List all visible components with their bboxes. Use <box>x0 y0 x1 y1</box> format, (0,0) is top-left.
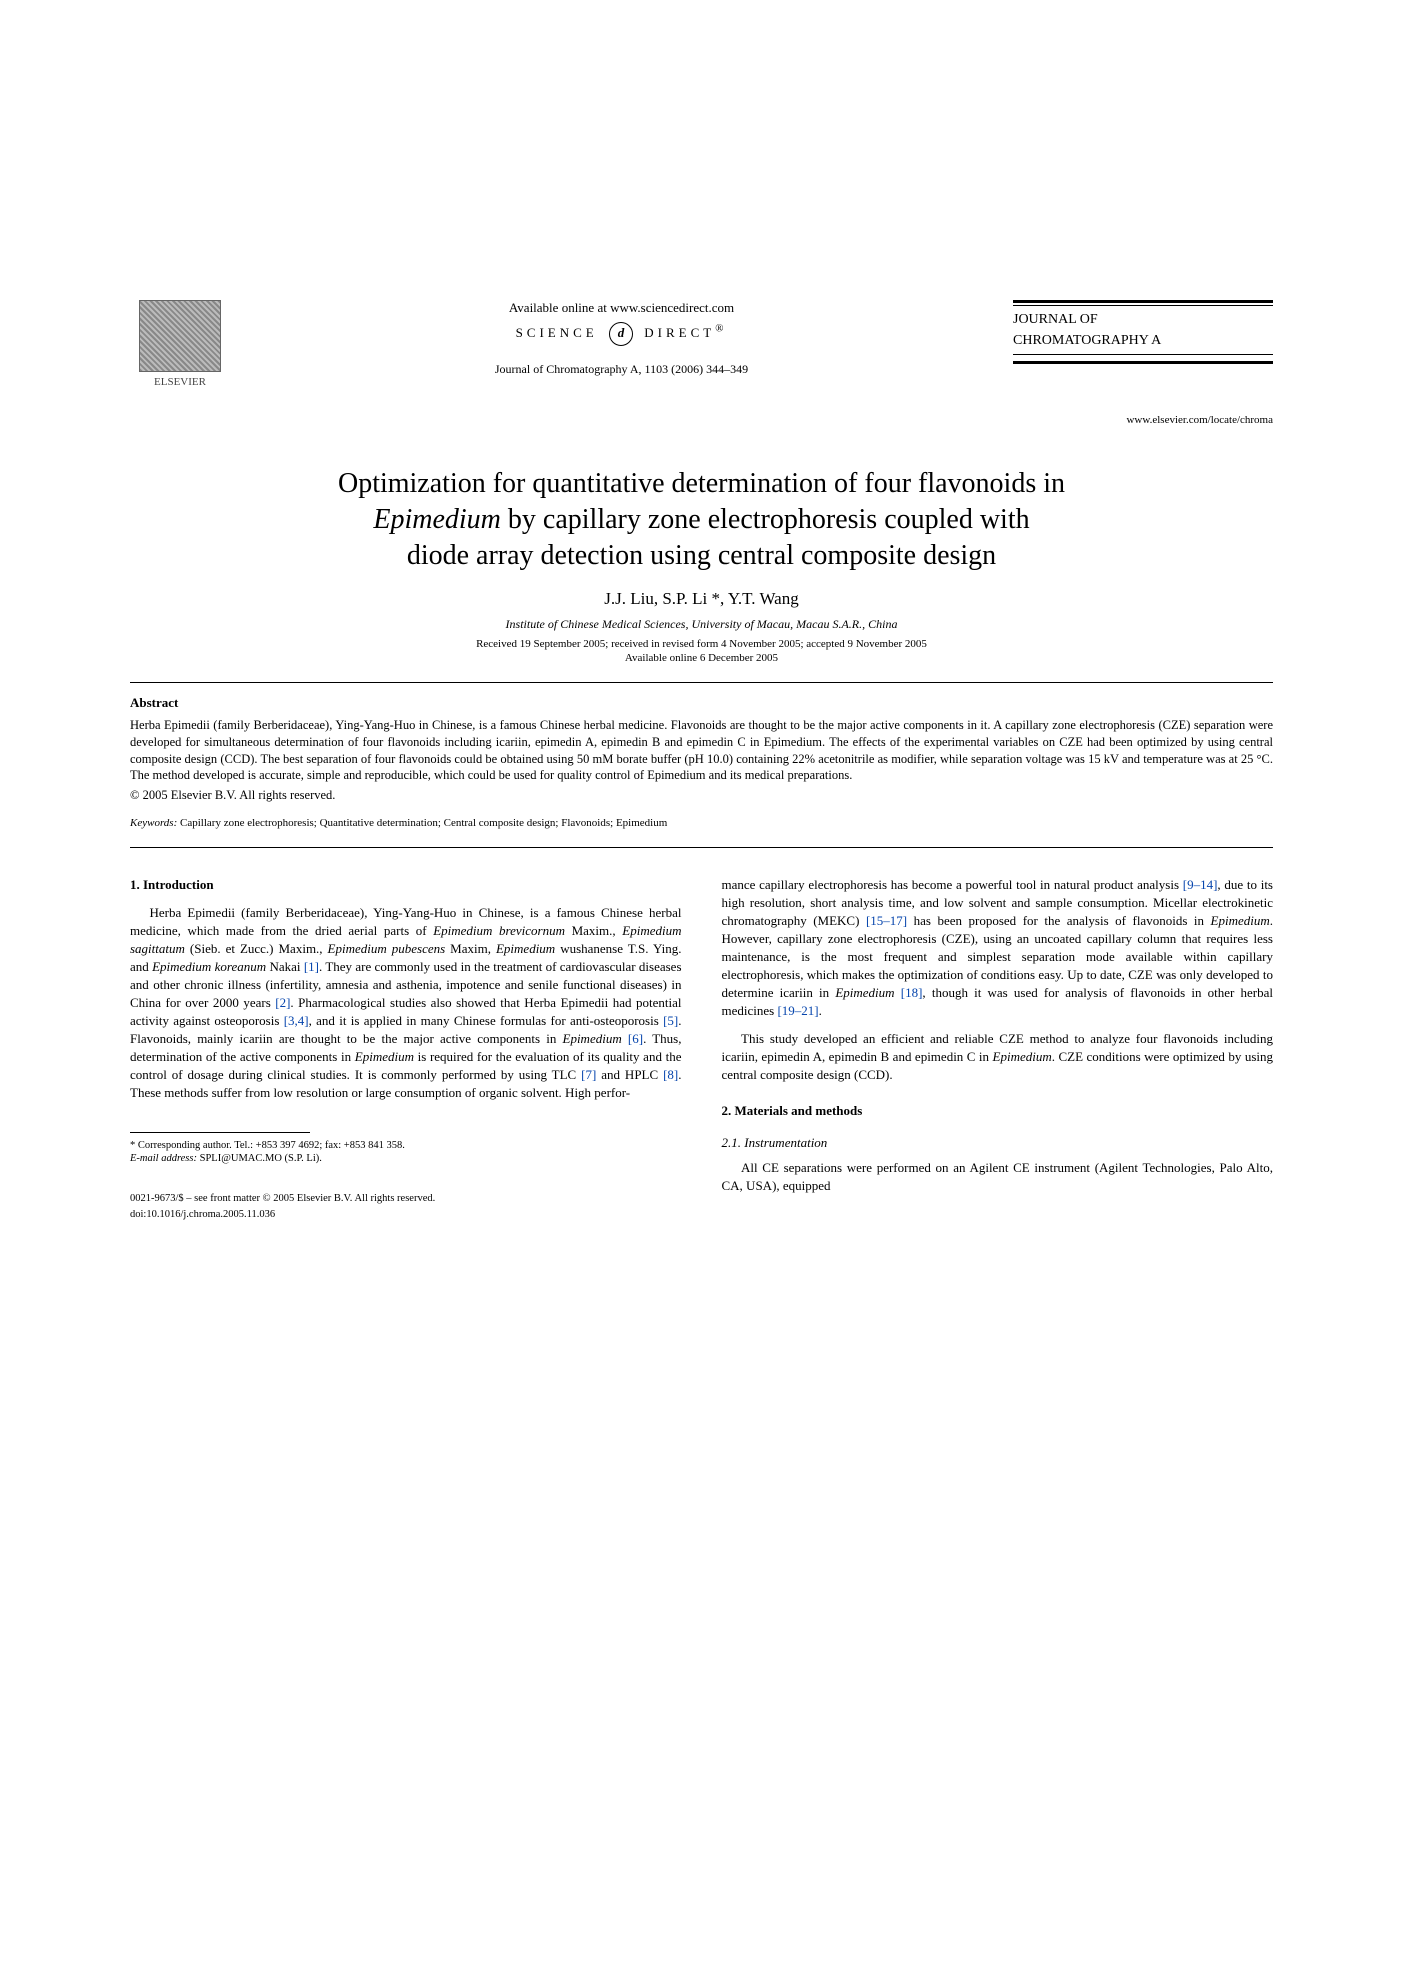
email-address: SPLI@UMAC.MO (S.P. Li). <box>197 1153 322 1164</box>
corresponding-author-footnote: * Corresponding author. Tel.: +853 397 4… <box>130 1139 682 1153</box>
affiliation: Institute of Chinese Medical Sciences, U… <box>130 617 1273 632</box>
title-line1: Optimization for quantitative determinat… <box>338 468 1065 499</box>
keywords-label: Keywords: <box>130 817 177 829</box>
ref-link[interactable]: [18] <box>901 985 923 1000</box>
section-1-heading: 1. Introduction <box>130 876 682 894</box>
keywords-text: Capillary zone electrophoresis; Quantita… <box>177 817 667 829</box>
body-columns: 1. Introduction Herba Epimedii (family B… <box>130 876 1273 1223</box>
footnote-separator <box>130 1132 310 1133</box>
intro-paragraph-1-cont: mance capillary electrophoresis has beco… <box>722 876 1274 1020</box>
publisher-name: ELSEVIER <box>130 376 230 388</box>
abstract-body: Herba Epimedii (family Berberidaceae), Y… <box>130 717 1273 785</box>
left-column: 1. Introduction Herba Epimedii (family B… <box>130 876 682 1223</box>
received-dates: Received 19 September 2005; received in … <box>130 638 1273 650</box>
ref-link[interactable]: [1] <box>304 959 319 974</box>
header-center: Available online at www.sciencedirect.co… <box>230 300 1013 377</box>
thick-rule <box>1013 300 1273 303</box>
ref-link[interactable]: [15–17] <box>866 913 907 928</box>
ref-link[interactable]: [9–14] <box>1183 877 1218 892</box>
sciencedirect-d-icon: d <box>609 322 633 346</box>
email-label: E-mail address: <box>130 1153 197 1164</box>
section-2-heading: 2. Materials and methods <box>722 1102 1274 1120</box>
title-italic-genus: Epimedium <box>373 504 501 535</box>
available-online-text: Available online at www.sciencedirect.co… <box>230 300 1013 316</box>
doi-line: doi:10.1016/j.chroma.2005.11.036 <box>130 1208 682 1222</box>
authors-line: J.J. Liu, S.P. Li *, Y.T. Wang <box>130 589 1273 609</box>
elsevier-tree-icon <box>139 300 221 372</box>
rule-above-abstract <box>130 682 1273 683</box>
article-title: Optimization for quantitative determinat… <box>210 466 1193 575</box>
abstract-copyright: © 2005 Elsevier B.V. All rights reserved… <box>130 788 1273 803</box>
ref-link[interactable]: [7] <box>581 1067 596 1082</box>
keywords-line: Keywords: Capillary zone electrophoresis… <box>130 817 1273 829</box>
rule-below-keywords <box>130 847 1273 848</box>
header-row: ELSEVIER Available online at www.science… <box>130 300 1273 426</box>
intro-paragraph-1: Herba Epimedii (family Berberidaceae), Y… <box>130 904 682 1101</box>
ref-link[interactable]: [6] <box>628 1031 643 1046</box>
thin-rule <box>1013 305 1273 306</box>
ref-link[interactable]: [2] <box>275 995 290 1010</box>
intro-paragraph-2: This study developed an efficient and re… <box>722 1030 1274 1084</box>
journal-name-line1: JOURNAL OF <box>1013 312 1273 329</box>
publisher-logo-block: ELSEVIER <box>130 300 230 388</box>
instrumentation-paragraph: All CE separations were performed on an … <box>722 1159 1274 1195</box>
ref-link[interactable]: [19–21] <box>777 1003 818 1018</box>
ref-link[interactable]: [8] <box>663 1067 678 1082</box>
thick-rule-2 <box>1013 361 1273 364</box>
online-date: Available online 6 December 2005 <box>130 652 1273 664</box>
journal-name-line2: CHROMATOGRAPHY A <box>1013 333 1273 350</box>
sciencedirect-logo: SCIENCE d DIRECT® <box>230 322 1013 346</box>
paper-page: ELSEVIER Available online at www.science… <box>0 0 1403 1985</box>
front-matter-line: 0021-9673/$ – see front matter © 2005 El… <box>130 1192 682 1206</box>
thin-rule-2 <box>1013 354 1273 355</box>
journal-citation: Journal of Chromatography A, 1103 (2006)… <box>230 362 1013 377</box>
title-line3: diode array detection using central comp… <box>407 540 996 571</box>
journal-url: www.elsevier.com/locate/chroma <box>1013 414 1273 426</box>
header-right: JOURNAL OF CHROMATOGRAPHY A www.elsevier… <box>1013 300 1273 426</box>
title-line2-rest: by capillary zone electrophoresis couple… <box>501 504 1030 535</box>
email-footnote: E-mail address: SPLI@UMAC.MO (S.P. Li). <box>130 1152 682 1166</box>
abstract-heading: Abstract <box>130 695 1273 711</box>
ref-link[interactable]: [5] <box>663 1013 678 1028</box>
section-2-1-heading: 2.1. Instrumentation <box>722 1134 1274 1152</box>
right-column: mance capillary electrophoresis has beco… <box>722 876 1274 1223</box>
ref-link[interactable]: [3,4] <box>284 1013 309 1028</box>
